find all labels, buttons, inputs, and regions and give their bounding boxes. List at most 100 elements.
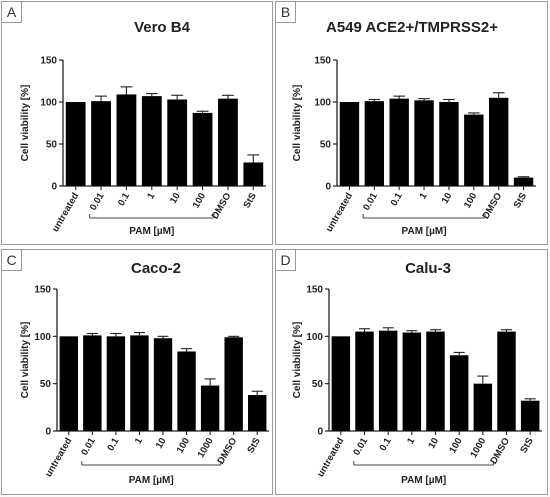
bar — [488, 97, 509, 186]
group-label: PAM [µM] — [401, 475, 446, 486]
x-tick-label: 100 — [462, 191, 479, 210]
bar — [520, 400, 540, 431]
y-tick-label: 100 — [306, 332, 323, 343]
bar — [83, 335, 102, 431]
x-tick-label: 1000 — [196, 436, 216, 460]
y-axis-label: Cell viability [%] — [20, 85, 31, 162]
y-tick-label: 150 — [306, 285, 323, 296]
x-tick-label: 0.01 — [79, 435, 98, 457]
bar — [378, 330, 398, 431]
bar — [141, 96, 162, 186]
panel-a: Vero B4 Cell viability [%] 0 50 100 150 untrea… — [1, 1, 273, 245]
bar — [426, 331, 445, 431]
y-tick-label: 0 — [51, 182, 57, 193]
chart-svg-d: Calu-3 Cell viability [%] 0 50 100 150 untreat… — [292, 260, 542, 486]
x-tick-label: StS — [241, 191, 258, 210]
x-tick-label: 10 — [440, 191, 455, 206]
x-tick-label: 0.01 — [351, 435, 370, 457]
group-label: PAM [µM] — [129, 226, 174, 237]
x-tick-label: StS — [245, 436, 262, 455]
x-tick-label: DMSO — [488, 436, 512, 466]
chart-title: Vero B4 — [134, 19, 191, 36]
y-tick-label: 100 — [314, 98, 331, 109]
x-tick-label: 1 — [145, 190, 158, 201]
y-tick-label: 50 — [312, 379, 324, 390]
y-tick-label: 50 — [320, 140, 332, 151]
bar — [439, 102, 459, 186]
panel-label-a: A — [2, 2, 22, 23]
x-tick-label: 100 — [447, 436, 464, 455]
x-tick-label: 10 — [426, 436, 441, 451]
x-tick-label: untreated — [324, 191, 355, 234]
bar — [167, 99, 188, 186]
x-tick-label: 100 — [191, 191, 208, 210]
x-tick-label: DMSO — [210, 191, 234, 221]
bar — [449, 355, 469, 431]
chart-title: Caco-2 — [131, 260, 181, 277]
bar — [59, 336, 78, 431]
y-tick-label: 50 — [46, 140, 58, 151]
x-tick-label: DMSO — [215, 436, 239, 466]
x-tick-label: untreated — [50, 191, 81, 234]
x-tick-label: StS — [518, 436, 535, 455]
x-tick-label: 1 — [133, 435, 146, 446]
y-axis-label: Cell viability [%] — [292, 85, 303, 162]
bar — [218, 98, 238, 186]
x-tick-label: 0.1 — [116, 190, 132, 208]
bar — [116, 94, 137, 186]
bar — [248, 395, 267, 431]
x-tick-label: 0.1 — [105, 435, 121, 453]
x-tick-label: 10 — [154, 436, 169, 451]
bar — [192, 112, 213, 186]
bar — [106, 336, 126, 431]
bar — [200, 385, 220, 431]
y-tick-label: 0 — [325, 182, 331, 193]
panel-d: Calu-3 Cell viability [%] 0 50 100 150 untreat… — [275, 249, 548, 495]
bar — [91, 101, 111, 186]
x-tick-label: 0.01 — [361, 190, 380, 212]
panel-b: A549 ACE2+/TMPRSS2+ Cell viability [%] 0 50… — [275, 1, 548, 245]
panel-label-c: C — [2, 250, 22, 271]
bar — [513, 177, 534, 186]
chart-title: Calu-3 — [405, 260, 451, 277]
bar — [224, 337, 243, 431]
bar — [464, 114, 484, 186]
y-tick-label: 0 — [45, 427, 51, 438]
chart-title: A549 ACE2+/TMPRSS2+ — [326, 19, 498, 36]
x-tick-label: 1000 — [468, 436, 488, 460]
x-tick-label: 0.01 — [88, 190, 107, 212]
chart-svg-c: Caco-2 Cell viability [%] 0 50 100 150 untreat… — [20, 260, 269, 486]
y-tick-label: 100 — [40, 98, 57, 109]
y-tick-label: 150 — [34, 285, 51, 296]
bar — [414, 100, 434, 186]
bar — [402, 332, 422, 431]
x-tick-label: untreated — [315, 436, 346, 479]
x-tick-label: 0.1 — [378, 435, 394, 453]
x-tick-label: 1 — [405, 435, 418, 446]
x-tick-label: untreated — [43, 436, 74, 479]
panel-label-b: B — [276, 2, 296, 23]
y-axis-label: Cell viability [%] — [20, 322, 31, 399]
group-label: PAM [µM] — [129, 475, 174, 486]
bar — [355, 331, 374, 431]
group-label: PAM [µM] — [402, 226, 447, 237]
bar — [65, 102, 86, 186]
y-tick-label: 100 — [34, 332, 51, 343]
y-tick-label: 0 — [317, 427, 323, 438]
bar — [130, 335, 149, 431]
y-tick-label: 150 — [314, 56, 331, 67]
chart-svg-b: A549 ACE2+/TMPRSS2+ Cell viability [%] 0 50… — [292, 19, 536, 237]
bar — [153, 338, 173, 431]
bar — [497, 331, 516, 431]
bar — [389, 98, 409, 186]
bar — [177, 351, 196, 431]
y-axis-label: Cell viability [%] — [292, 322, 303, 399]
x-tick-label: 100 — [175, 436, 192, 455]
chart-svg-a: Vero B4 Cell viability [%] 0 50 100 150 untrea… — [20, 19, 266, 237]
x-tick-label: 10 — [168, 191, 183, 206]
x-tick-label: 1 — [417, 190, 430, 201]
x-tick-label: 0.1 — [389, 190, 405, 208]
bar — [473, 383, 493, 431]
bar — [331, 336, 351, 431]
panel-c: Caco-2 Cell viability [%] 0 50 100 150 untreat… — [1, 249, 273, 495]
